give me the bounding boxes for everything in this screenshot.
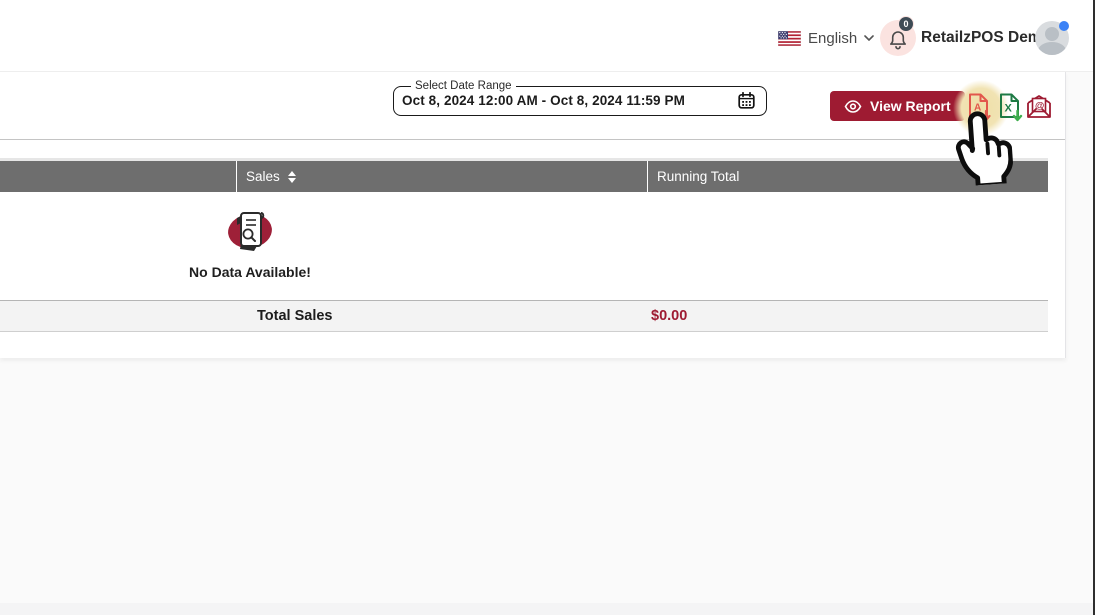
pdf-export-icon[interactable]: A [967,93,993,128]
report-toolbar: Select Date Range Oct 8, 2024 12:00 AM -… [0,72,1065,140]
bell-icon [890,31,906,50]
bottom-strip [0,603,1095,615]
view-report-label: View Report [870,98,951,114]
avatar-body [1038,42,1066,55]
language-label: English [808,29,858,47]
calendar-icon[interactable] [738,92,755,109]
sort-icon[interactable] [287,170,296,183]
date-range-field[interactable]: Select Date Range Oct 8, 2024 12:00 AM -… [393,80,767,116]
table-footer-row: Total Sales $0.00 [0,300,1048,332]
no-data-message: No Data Available! [189,264,311,280]
view-report-button[interactable]: View Report [830,91,965,121]
total-sales-value: $0.00 [651,308,688,324]
svg-text:@: @ [1035,101,1044,112]
us-flag-icon [778,30,801,46]
notification-count-badge: 0 [898,16,914,32]
window-right-border [1093,0,1095,615]
total-sales-label: Total Sales [257,308,333,324]
topbar: English 0 RetailzPOS Demo [0,0,1095,72]
report-card: Select Date Range Oct 8, 2024 12:00 AM -… [0,72,1066,358]
online-status-dot [1059,21,1069,31]
notifications-button[interactable]: 0 [880,16,916,56]
table-header-running-total: Running Total [657,169,740,184]
excel-export-icon[interactable]: X [998,93,1024,128]
table-header-row: Sales Running Total [0,161,1048,192]
svg-text:A: A [974,103,981,114]
table-body: No Data Available! [0,192,1048,300]
table-header-blank [0,161,237,192]
no-data-icon [228,212,272,251]
language-selector[interactable]: English [778,24,875,52]
table-header-sales[interactable]: Sales [237,161,648,192]
eye-icon [844,99,862,113]
svg-text:X: X [1005,103,1013,115]
date-range-value[interactable]: Oct 8, 2024 12:00 AM - Oct 8, 2024 11:59… [402,93,685,108]
chevron-down-icon [864,35,875,41]
email-report-icon[interactable]: @ [1026,94,1052,124]
report-table: Sales Running Total [0,158,1048,332]
no-data-block: No Data Available! [140,208,360,280]
account-name[interactable]: RetailzPOS Demo [921,29,1052,46]
date-range-label: Select Date Range [415,80,512,92]
avatar-head [1045,27,1059,41]
